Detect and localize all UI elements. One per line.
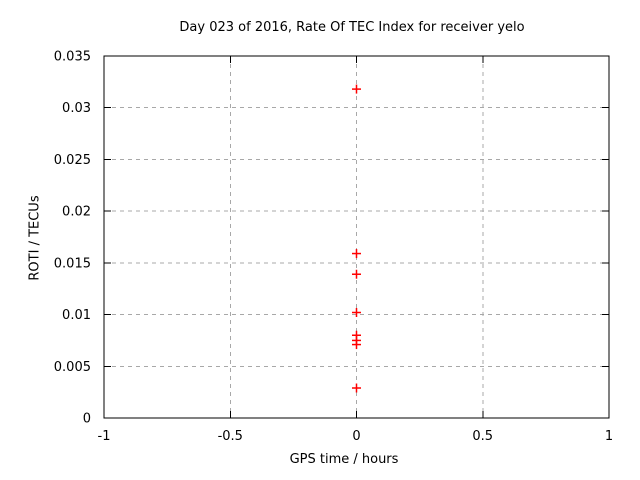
x-axis-label: GPS time / hours: [289, 452, 399, 467]
svg-text:1: 1: [605, 429, 613, 444]
svg-text:0.035: 0.035: [54, 50, 91, 65]
svg-text:-0.5: -0.5: [218, 429, 243, 444]
svg-text:0.01: 0.01: [62, 308, 91, 323]
svg-text:0.025: 0.025: [54, 153, 91, 168]
svg-text:-1: -1: [98, 429, 111, 444]
svg-text:0.02: 0.02: [62, 205, 91, 220]
svg-text:0: 0: [352, 429, 360, 444]
svg-text:0: 0: [83, 412, 91, 427]
svg-text:0.005: 0.005: [54, 360, 91, 375]
chart-title: Day 023 of 2016, Rate Of TEC Index for r…: [179, 20, 525, 35]
svg-text:0.03: 0.03: [62, 101, 91, 116]
svg-text:0.015: 0.015: [54, 256, 91, 271]
svg-text:0.5: 0.5: [472, 429, 493, 444]
